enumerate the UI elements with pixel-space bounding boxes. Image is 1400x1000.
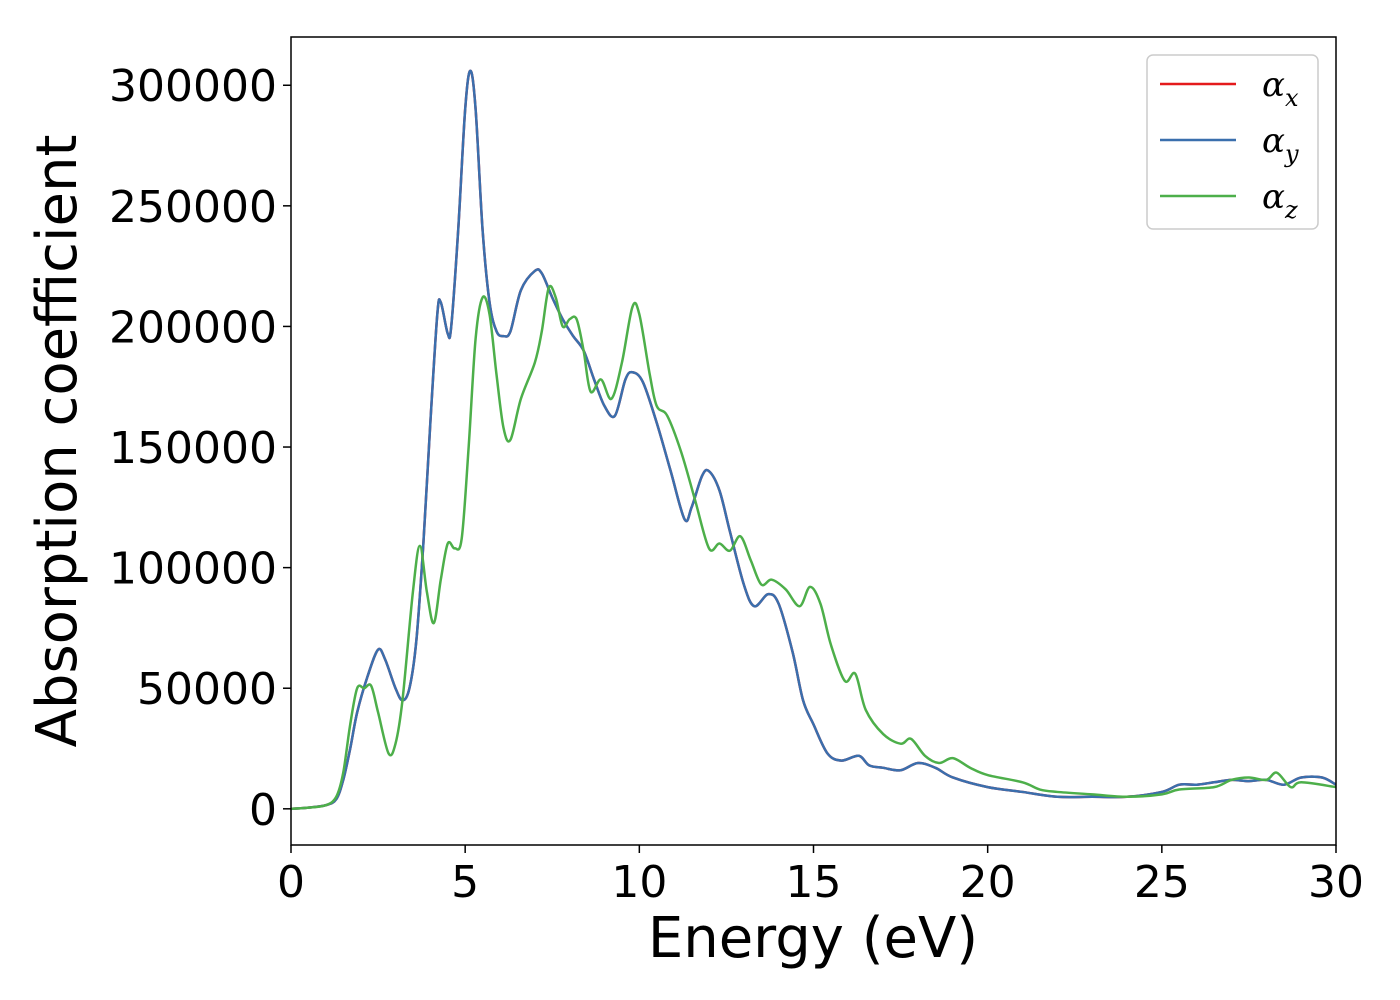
- series-layer: [291, 69, 1336, 811]
- x-axis: 0 5 10 15 20 25 30: [277, 845, 1364, 908]
- x-tick-label: 0: [277, 857, 305, 908]
- x-tick-label: 15: [786, 857, 842, 908]
- x-tick-label: 25: [1134, 857, 1190, 908]
- y-tick-label: 50000: [137, 664, 277, 715]
- y-tick-label: 300000: [109, 61, 277, 112]
- legend-label-alpha-z: αz: [1262, 177, 1298, 224]
- x-tick-label: 20: [960, 857, 1016, 908]
- y-tick-label: 100000: [109, 544, 277, 595]
- x-tick-label: 5: [451, 857, 479, 908]
- x-tick-label: 10: [611, 857, 667, 908]
- legend: αx αy αz: [1146, 54, 1319, 230]
- legend-label-alpha-x: αx: [1262, 65, 1299, 112]
- y-axis-title: Absorption coefficient: [25, 135, 90, 748]
- series-line-alpha-z: [291, 284, 1336, 811]
- x-tick-label: 30: [1308, 857, 1364, 908]
- x-axis-title: Energy (eV): [648, 906, 978, 971]
- y-tick-label: 250000: [109, 182, 277, 233]
- y-tick-label: 200000: [109, 302, 277, 353]
- y-tick-label: 150000: [109, 423, 277, 474]
- series-line-alpha-y: [291, 69, 1336, 811]
- y-tick-label: 0: [249, 785, 277, 836]
- y-axis: 0 50000 100000 150000 200000 250000 300000: [109, 61, 291, 836]
- legend-label-alpha-y: αy: [1262, 121, 1299, 168]
- legend-frame: [1146, 54, 1319, 230]
